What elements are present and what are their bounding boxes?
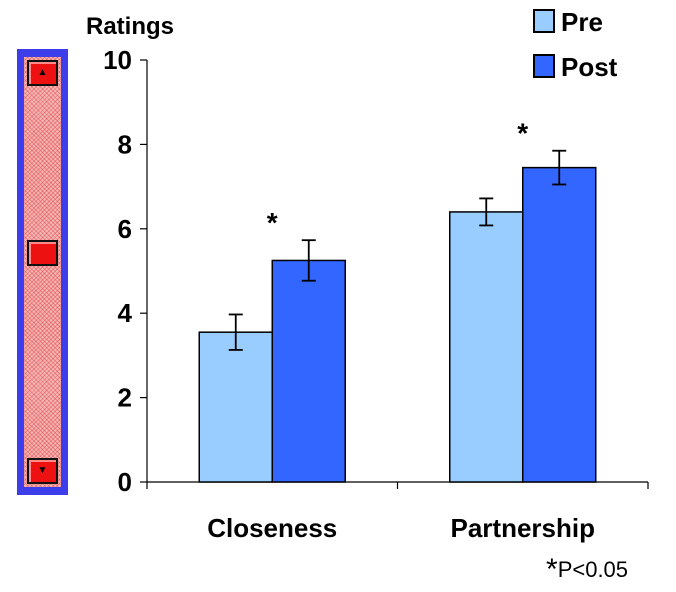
significance-marker: * bbox=[517, 118, 528, 149]
bar-post bbox=[522, 166, 597, 483]
y-axis-label: Ratings bbox=[86, 13, 174, 40]
x-tick-label: Closeness bbox=[207, 513, 337, 543]
y-tick-label: 8 bbox=[118, 129, 132, 159]
y-tick-label: 10 bbox=[103, 45, 132, 75]
legend-swatch-post bbox=[533, 54, 555, 78]
scrollbar-thumb[interactable] bbox=[27, 239, 58, 266]
bar-post bbox=[271, 259, 346, 483]
scrollbar-track[interactable] bbox=[24, 57, 61, 487]
footnote-text: P<0.05 bbox=[557, 557, 629, 582]
y-tick-label: 4 bbox=[118, 298, 133, 328]
legend-label-pre: Pre bbox=[561, 7, 603, 37]
y-tick-label: 0 bbox=[118, 467, 132, 497]
bar-pre bbox=[198, 331, 273, 483]
y-tick-label: 2 bbox=[118, 383, 132, 413]
footnote-star: * bbox=[546, 553, 558, 586]
bars: ** bbox=[198, 118, 597, 483]
legend-label-post: Post bbox=[561, 52, 618, 82]
legend-swatch-pre bbox=[533, 9, 555, 33]
legend: Pre Post bbox=[533, 7, 618, 82]
scroll-down-button[interactable]: ▼ bbox=[27, 458, 58, 484]
significance-footnote: *P<0.05 bbox=[546, 553, 628, 587]
significance-marker: * bbox=[267, 207, 278, 238]
x-tick-label: Partnership bbox=[451, 513, 596, 543]
y-tick-label: 6 bbox=[118, 214, 132, 244]
scroll-up-button[interactable]: ▲ bbox=[27, 60, 58, 86]
arrow-up-icon: ▲ bbox=[37, 67, 48, 78]
arrow-down-icon: ▼ bbox=[37, 465, 48, 476]
vertical-scrollbar[interactable]: ▲ ▼ bbox=[17, 49, 68, 495]
bar-pre bbox=[449, 211, 524, 483]
